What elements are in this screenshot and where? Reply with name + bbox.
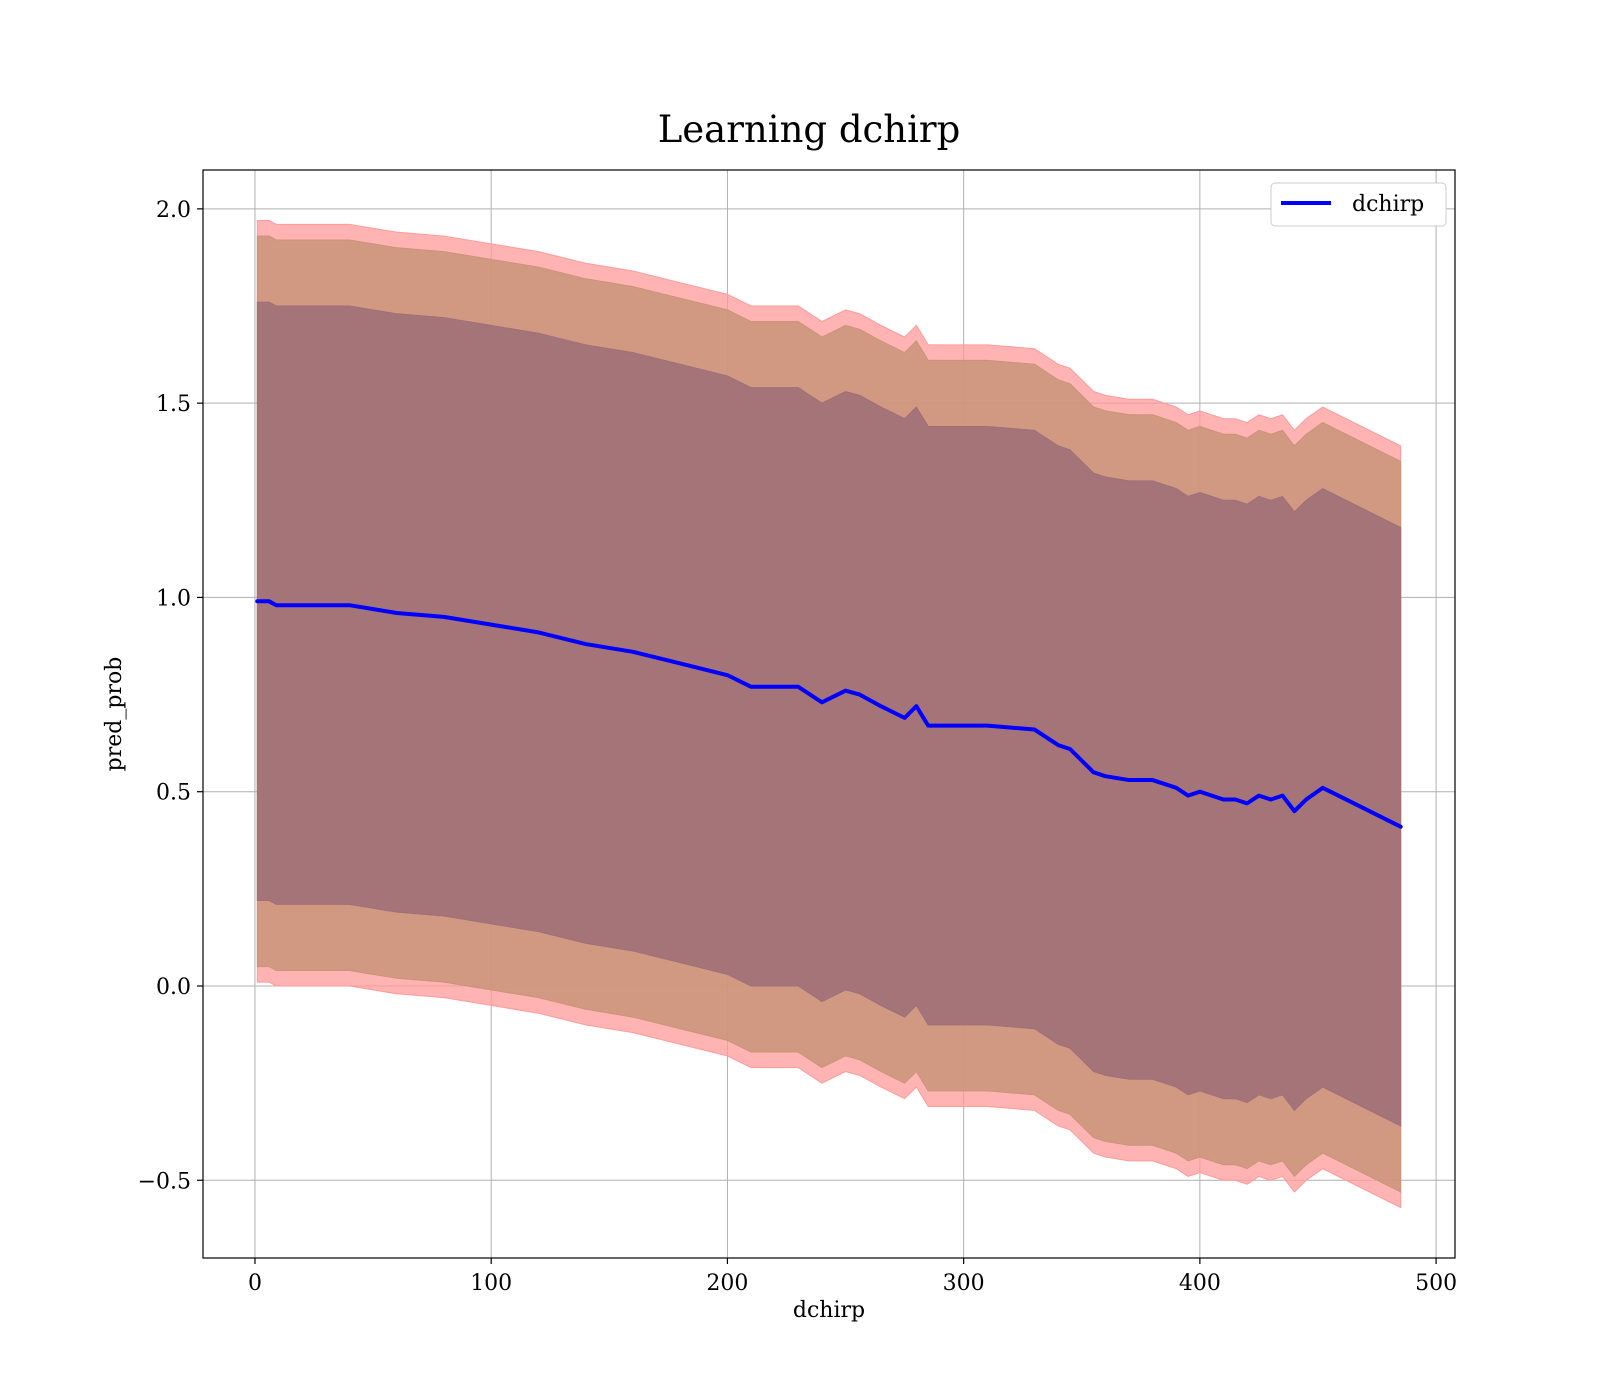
x-axis-label: dchirp: [793, 1298, 865, 1323]
y-tick-label: 0.0: [156, 975, 191, 1000]
x-tick-label: 400: [1179, 1271, 1221, 1296]
x-axis-ticks: 0 100 200 300 400 500: [248, 1258, 1457, 1296]
y-tick-label: −0.5: [138, 1169, 191, 1194]
legend-box: [1270, 182, 1447, 227]
y-tick-label: 1.5: [156, 392, 191, 417]
x-tick-label: 300: [943, 1271, 985, 1296]
y-tick-label: 0.5: [156, 781, 191, 806]
y-axis-label: pred_prob: [102, 657, 127, 772]
series-line-dchirp: [255, 599, 1403, 829]
legend: dchirp: [1270, 182, 1447, 227]
confidence-bands: [256, 220, 1402, 1209]
chart-title: Learning dchirp: [658, 108, 961, 151]
y-axis-ticks: −0.5 0.0 0.5 1.0 1.5 2.0: [138, 198, 203, 1194]
legend-label-dchirp: dchirp: [1352, 192, 1424, 217]
band-inner: [256, 301, 1402, 1127]
x-tick-label: 500: [1415, 1271, 1457, 1296]
x-tick-label: 200: [706, 1271, 748, 1296]
plot-frame: [202, 169, 1456, 1259]
series-lines: [255, 599, 1403, 829]
y-tick-label: 2.0: [156, 198, 191, 223]
x-tick-label: 0: [248, 1271, 262, 1296]
x-tick-label: 100: [470, 1271, 512, 1296]
y-tick-label: 1.0: [156, 586, 191, 611]
